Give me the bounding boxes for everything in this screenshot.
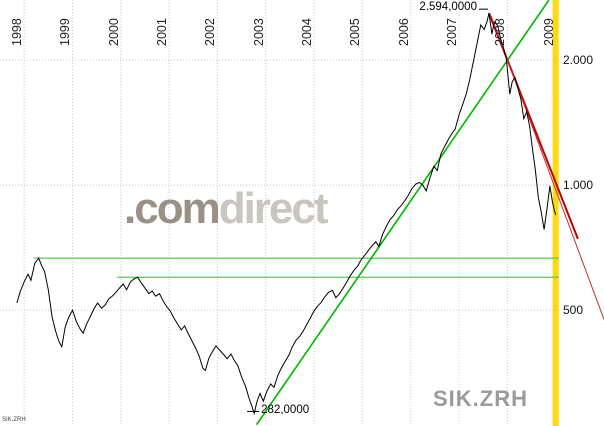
y-axis-label-2.000: 2.000 <box>563 53 594 68</box>
x-axis-label-2009: 2009 <box>541 18 556 46</box>
watermark-com-text: .com <box>124 184 221 233</box>
x-axis-label-2008: 2008 <box>493 18 508 46</box>
comdirect-watermark: .comdirect <box>124 184 329 234</box>
x-axis-label-2004: 2004 <box>300 18 315 46</box>
ticker-watermark: SIK.ZRH <box>433 386 528 411</box>
downtrend-line-extension <box>490 15 604 321</box>
min-annotation: 282,0000 <box>261 404 310 417</box>
x-axis-label-2003: 2003 <box>251 18 266 46</box>
x-axis-label-2000: 2000 <box>106 18 121 46</box>
x-axis-label-2002: 2002 <box>203 18 218 46</box>
x-axis-label-1999: 1999 <box>58 18 73 46</box>
max-annotation: 2.594,0000 <box>419 1 477 14</box>
x-axis-label-2001: 2001 <box>155 18 170 46</box>
y-axis-label-1.000: 1.000 <box>563 178 594 193</box>
x-axis-label-2006: 2006 <box>396 18 411 46</box>
watermark-direct-text: direct <box>218 184 329 233</box>
x-axis-label-1998: 1998 <box>10 18 25 46</box>
price-line <box>16 12 557 416</box>
y-axis-label-500: 500 <box>563 303 584 318</box>
x-axis-label-2007: 2007 <box>445 18 460 46</box>
chart-footer-text: SIK.ZRH <box>2 417 26 423</box>
x-axis-label-2005: 2005 <box>348 18 363 46</box>
uptrend-line <box>255 0 550 426</box>
